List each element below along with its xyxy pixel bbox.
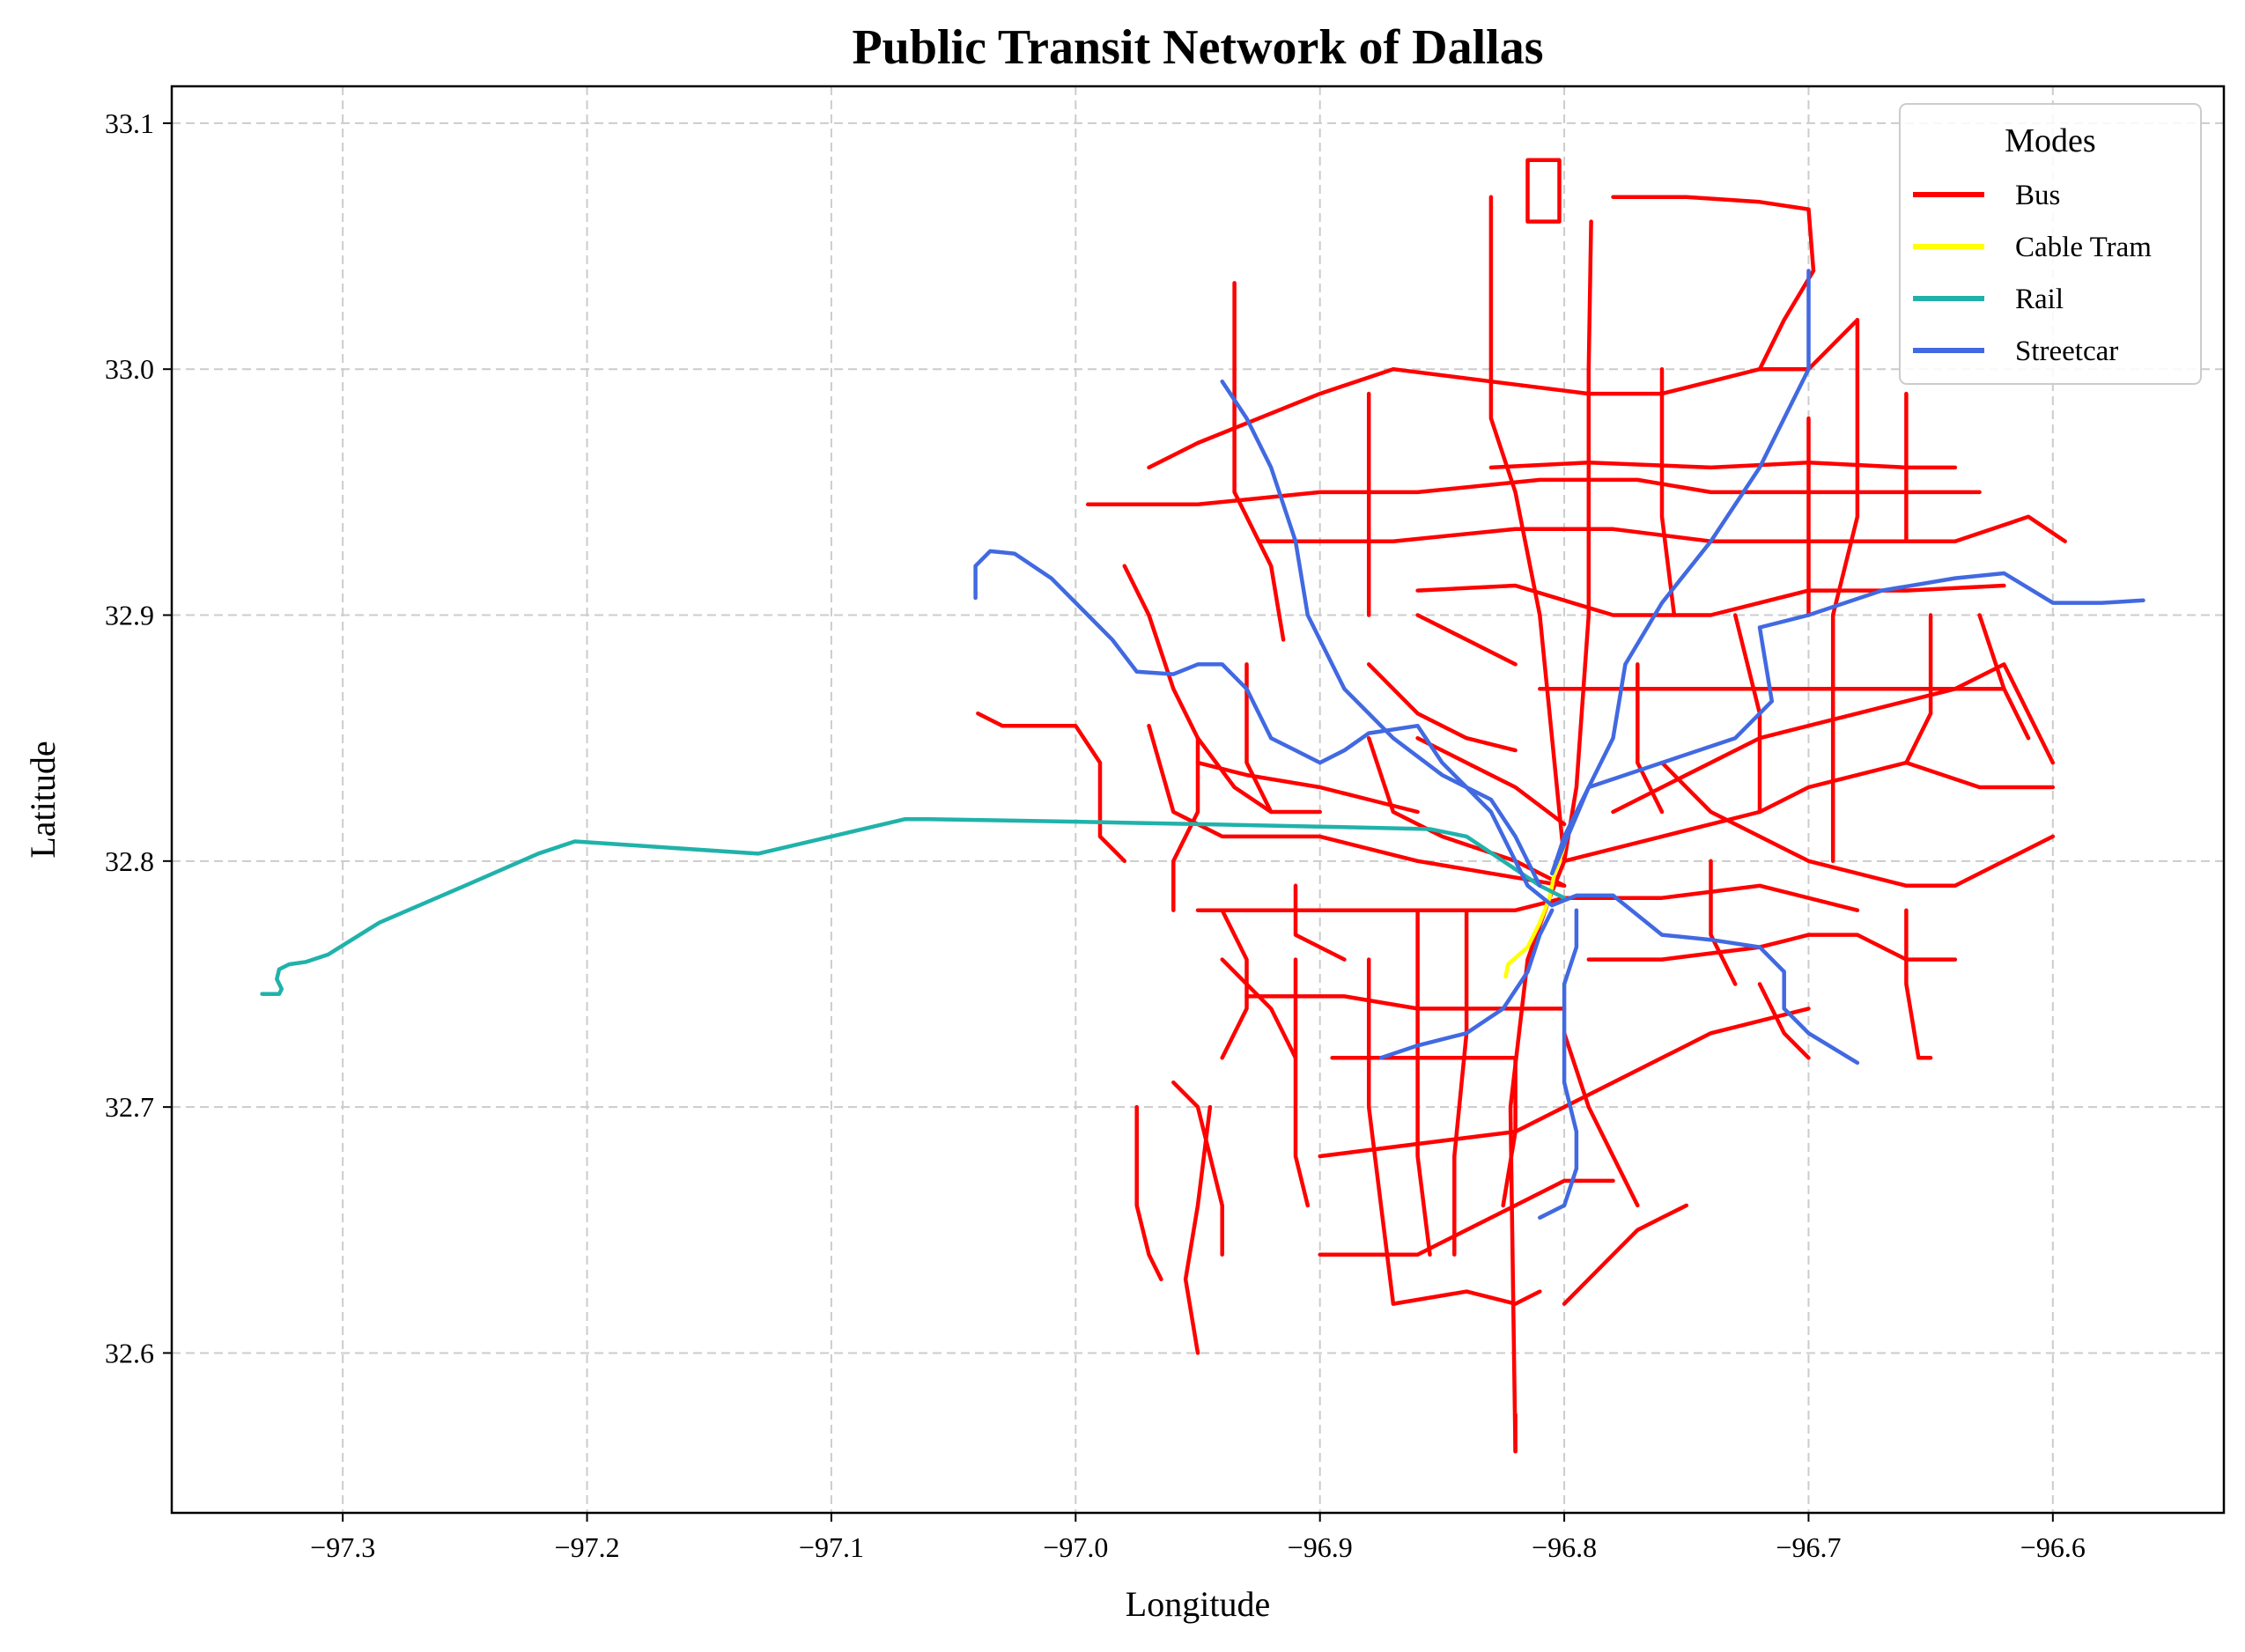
bus-route-line	[1171, 735, 1200, 912]
bus-route-line	[1611, 195, 1816, 372]
series-streetcar	[973, 269, 2145, 1221]
legend-title: Modes	[2005, 122, 2095, 159]
bus-route-line	[1611, 662, 2056, 815]
plot-area-frame	[170, 85, 2226, 1515]
bus-route-line	[1244, 662, 1322, 815]
bus-route-line	[1904, 613, 1933, 765]
bus-route-line	[1636, 662, 1665, 815]
streetcar-route-line	[1378, 908, 1555, 1060]
y-tick-label: 32.8	[105, 845, 154, 877]
streetcar-route-line	[1538, 908, 1579, 1221]
bus-route-line	[1415, 583, 2006, 617]
x-tick-label: −97.0	[1043, 1531, 1108, 1563]
legend-label-bus: Bus	[2015, 180, 2060, 211]
bus-route-line	[1562, 760, 2056, 864]
bus-route-line	[1904, 908, 1933, 1060]
bus-route-line	[1293, 883, 1347, 962]
bus-route-line	[1134, 1104, 1163, 1281]
bus-route-line	[1147, 318, 1860, 470]
bus-route-line	[976, 711, 1127, 864]
legend: Modes Bus Cable Tram Rail Streetcar	[1899, 103, 2202, 385]
x-tick-label: −97.2	[555, 1531, 620, 1563]
streetcar-route-line	[1220, 379, 1542, 889]
bus-route-line	[1391, 1289, 1542, 1306]
streetcar-route-line	[973, 549, 1860, 1066]
bus-route-line	[1415, 908, 1432, 1257]
x-tick-label: −97.3	[310, 1531, 375, 1563]
bus-route-line	[1293, 957, 1311, 1208]
bus-route-line	[1415, 735, 1567, 827]
bus-route-line	[1977, 613, 2031, 741]
streetcar-route-line	[1549, 571, 2145, 876]
y-tick-label: 32.9	[105, 600, 154, 631]
bus-route-line	[1195, 760, 1420, 815]
bus-route-line	[1709, 859, 1738, 986]
bus-route-line	[1508, 219, 1593, 1454]
x-tick-label: −96.6	[2020, 1531, 2086, 1563]
bus-route-line	[1232, 281, 1286, 642]
bus-route-line	[1318, 1007, 1811, 1159]
series-rail	[260, 817, 1567, 996]
bus-route-line	[1122, 564, 1274, 815]
bus-route-line	[1525, 158, 1562, 224]
legend-box	[1899, 103, 2202, 385]
bus-route-line	[1562, 1031, 1640, 1208]
axis-ticks: −97.3 −97.2 −97.1 −97.0 −96.9 −96.8 −96.7 −96.6…	[105, 107, 2086, 1563]
bus-route-line	[1757, 982, 1811, 1060]
x-axis-label: Longitude	[1126, 1584, 1270, 1624]
x-tick-label: −96.7	[1776, 1531, 1841, 1563]
x-tick-label: −96.8	[1532, 1531, 1597, 1563]
bus-route-line	[1171, 1080, 1224, 1257]
bus-route-line	[1195, 883, 1860, 912]
y-tick-label: 33.0	[105, 353, 154, 385]
bus-route-line	[1147, 723, 1567, 889]
legend-label-streetcar: Streetcar	[2015, 336, 2118, 367]
bus-route-line	[1501, 1056, 1518, 1208]
legend-label-cable-tram: Cable Tram	[2015, 232, 2152, 263]
bus-route-line	[1183, 1104, 1213, 1355]
grid-lines	[172, 86, 2224, 1513]
bus-route-line	[1830, 318, 1860, 617]
y-tick-label: 32.7	[105, 1091, 154, 1123]
route-lines	[260, 158, 2145, 1454]
rail-route-line	[260, 817, 1567, 996]
y-tick-label: 33.1	[105, 107, 154, 139]
x-tick-label: −96.9	[1288, 1531, 1353, 1563]
bus-route-line	[1562, 1203, 1689, 1306]
x-tick-label: −97.1	[799, 1531, 864, 1563]
bus-route-line	[1366, 662, 1518, 753]
bus-route-line	[1659, 366, 1677, 617]
legend-label-rail: Rail	[2015, 284, 2064, 315]
bus-route-line	[1452, 908, 1469, 1257]
y-tick-label: 32.6	[105, 1337, 154, 1368]
chart-title: Public Transit Network of Dallas	[852, 20, 1543, 75]
bus-route-line	[1659, 760, 2056, 889]
bus-route-line	[1220, 957, 1298, 1060]
y-axis-label: Latitude	[23, 741, 63, 858]
bus-route-line	[1415, 613, 1518, 667]
bus-route-line	[1488, 195, 1567, 864]
